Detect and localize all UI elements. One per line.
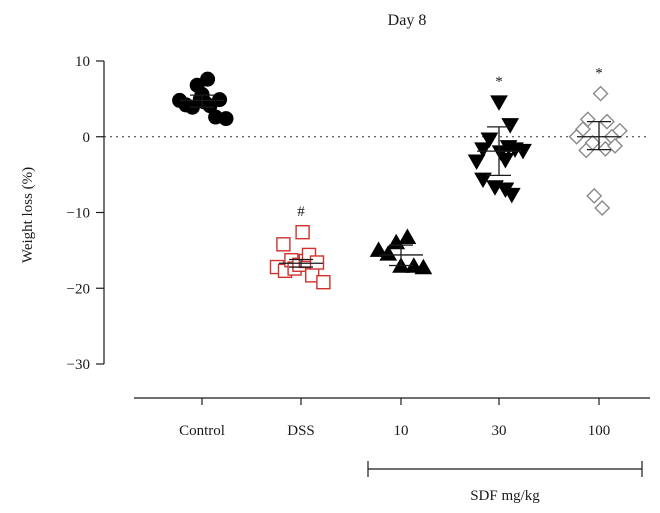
data-point xyxy=(414,258,433,275)
data-point xyxy=(586,187,603,204)
chart-title: Day 8 xyxy=(388,12,427,29)
y-tick-label: −10 xyxy=(67,206,90,222)
data-point xyxy=(474,142,492,158)
data-point xyxy=(200,71,216,87)
data-point xyxy=(467,154,486,170)
mean-sd-bars xyxy=(180,94,621,268)
data-point xyxy=(502,187,521,204)
data-point xyxy=(192,91,208,107)
group-bracket: SDF mg/kg xyxy=(367,461,643,504)
data-point xyxy=(501,118,520,134)
data-point xyxy=(607,137,623,154)
data-point xyxy=(578,142,595,159)
y-tick-label: 0 xyxy=(83,130,91,146)
data-point xyxy=(369,241,388,257)
data-point xyxy=(568,128,585,145)
data-point xyxy=(496,152,515,169)
data-point xyxy=(490,95,508,111)
x-tick-label: 10 xyxy=(394,423,409,439)
y-tick-label: −30 xyxy=(67,357,90,373)
data-point xyxy=(592,85,609,102)
data-point xyxy=(295,224,310,240)
data-point xyxy=(379,245,398,261)
data-point xyxy=(491,145,510,161)
data-point xyxy=(398,228,417,244)
significance-annotations: # * * xyxy=(297,66,603,221)
data-point xyxy=(218,111,234,127)
significance-mark: * xyxy=(595,66,603,82)
data-point xyxy=(594,199,611,216)
x-tick-label: 30 xyxy=(492,423,507,439)
data-point xyxy=(212,92,228,108)
x-axis: Control DSS 10 30 100 xyxy=(134,397,650,439)
significance-mark: * xyxy=(495,74,503,90)
data-point xyxy=(316,274,331,290)
bracket-label: SDF mg/kg xyxy=(470,488,540,504)
x-tick-label: 100 xyxy=(588,423,611,439)
y-tick-label: 10 xyxy=(75,54,90,70)
y-axis: 10 0 −10 −20 −30 xyxy=(67,54,105,373)
y-axis-label: Weight loss (%) xyxy=(20,167,36,263)
x-tick-label: DSS xyxy=(287,423,315,439)
significance-mark: # xyxy=(297,204,305,220)
data-point xyxy=(480,132,499,149)
y-tick-label: −20 xyxy=(67,281,90,297)
data-point xyxy=(276,237,291,252)
x-tick-label: Control xyxy=(179,423,225,439)
data-point xyxy=(309,255,325,270)
data-marks xyxy=(172,71,628,290)
data-point xyxy=(474,172,492,189)
